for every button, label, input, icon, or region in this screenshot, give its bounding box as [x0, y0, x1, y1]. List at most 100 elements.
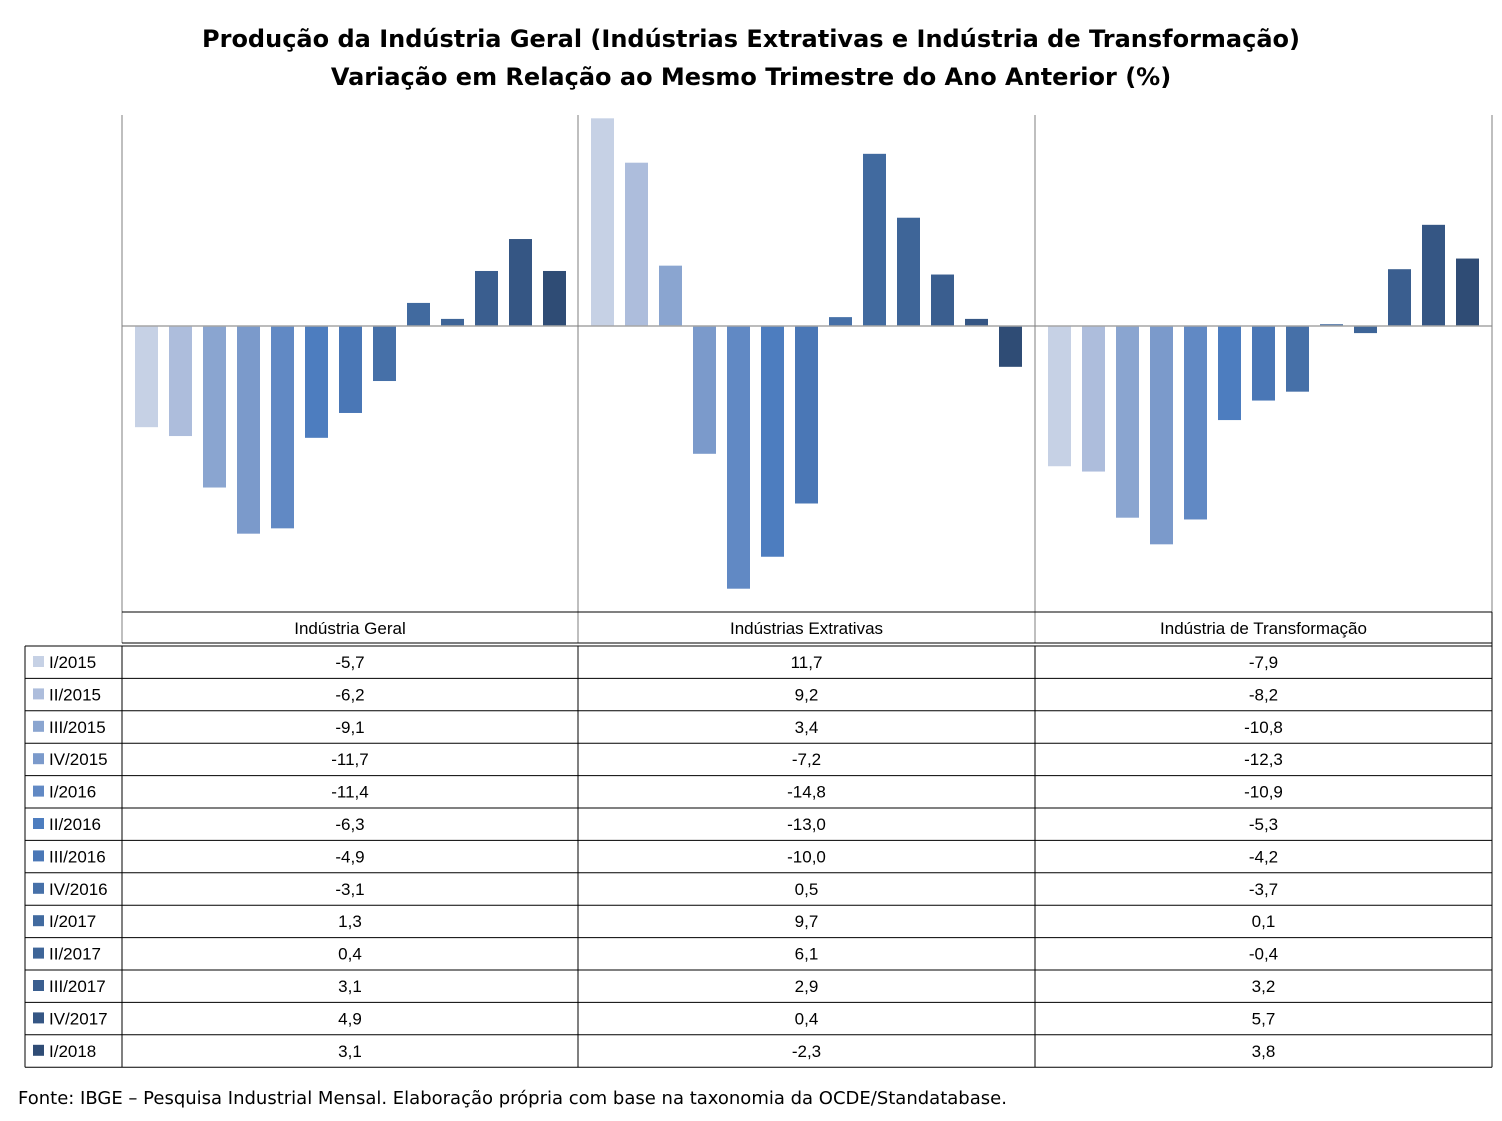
legend-key-IV-2015	[33, 753, 44, 765]
bar-II-2016-1	[761, 326, 784, 557]
row-label-III-2016: III/2016	[49, 847, 106, 866]
bar-I-2015-1	[591, 118, 614, 326]
data-label-I-2015-0: -5,7	[335, 653, 364, 672]
legend-key-I-2017	[33, 915, 44, 927]
bar-II-2015-1	[625, 162, 648, 326]
data-label-I-2018-2: 3,8	[1252, 1042, 1276, 1061]
bar-III-2016-1	[795, 326, 818, 504]
data-label-II-2017-1: 6,1	[795, 945, 819, 964]
bar-I-2015-0	[135, 326, 158, 428]
bar-I-2017-2	[1320, 324, 1343, 326]
bar-II-2016-0	[305, 326, 328, 438]
bar-III-2017-1	[931, 274, 954, 326]
row-label-III-2017: III/2017	[49, 977, 106, 996]
chart-title-block: Produção da Indústria Geral (Indústrias …	[0, 20, 1502, 96]
data-label-III-2016-1: -10,0	[787, 847, 826, 866]
data-label-IV-2017-0: 4,9	[338, 1009, 362, 1028]
legend-key-IV-2016	[33, 882, 44, 894]
data-label-I-2017-2: 0,1	[1252, 912, 1276, 931]
row-label-I-2018: I/2018	[49, 1042, 96, 1061]
data-label-III-2016-0: -4,9	[335, 847, 364, 866]
data-label-III-2017-2: 3,2	[1252, 977, 1276, 996]
row-label-III-2015: III/2015	[49, 718, 106, 737]
bar-II-2015-0	[169, 326, 192, 437]
bar-II-2015-2	[1082, 326, 1105, 472]
bar-I-2016-0	[271, 326, 294, 529]
bar-II-2017-0	[441, 318, 464, 326]
bar-I-2016-2	[1184, 326, 1207, 520]
bar-IV-2017-1	[965, 318, 988, 326]
row-label-II-2015: II/2015	[49, 685, 101, 704]
row-label-IV-2015: IV/2015	[49, 750, 108, 769]
data-label-IV-2017-2: 5,7	[1252, 1009, 1276, 1028]
bar-III-2015-0	[203, 326, 226, 488]
data-label-II-2015-1: 9,2	[795, 685, 819, 704]
row-label-IV-2017: IV/2017	[49, 1009, 108, 1028]
row-label-I-2015: I/2015	[49, 653, 96, 672]
bar-IV-2016-2	[1286, 326, 1309, 392]
bar-IV-2016-1	[829, 317, 852, 326]
data-label-I-2016-0: -11,4	[331, 783, 369, 802]
bar-I-2018-2	[1456, 258, 1479, 326]
bars-layer	[135, 118, 1479, 589]
data-label-II-2016-0: -6,3	[335, 815, 364, 834]
data-label-I-2018-1: -2,3	[792, 1042, 821, 1061]
data-label-IV-2015-1: -7,2	[792, 750, 821, 769]
bar-II-2016-2	[1218, 326, 1241, 421]
data-label-II-2015-2: -8,2	[1249, 685, 1278, 704]
data-label-I-2017-1: 9,7	[795, 912, 819, 931]
data-label-I-2016-1: -14,8	[787, 783, 826, 802]
data-label-II-2017-0: 0,4	[338, 945, 362, 964]
data-label-III-2015-0: -9,1	[335, 718, 364, 737]
data-label-II-2016-2: -5,3	[1249, 815, 1278, 834]
data-label-II-2017-2: -0,4	[1249, 945, 1278, 964]
bar-I-2017-1	[863, 153, 886, 326]
legend-key-II-2017	[33, 947, 44, 959]
bar-IV-2015-2	[1150, 326, 1173, 545]
bar-IV-2015-1	[693, 326, 716, 454]
bar-I-2015-2	[1048, 326, 1071, 467]
bar-IV-2017-0	[509, 239, 532, 326]
bar-III-2015-1	[659, 265, 682, 326]
row-label-II-2016: II/2016	[49, 815, 101, 834]
legend-key-III-2015	[33, 720, 44, 732]
data-label-IV-2016-1: 0,5	[795, 880, 819, 899]
legend-key-III-2017	[33, 980, 44, 991]
chart-title: Produção da Indústria Geral (Indústrias …	[202, 25, 1300, 53]
legend-key-II-2015	[33, 688, 44, 700]
data-label-IV-2016-0: -3,1	[335, 880, 364, 899]
legend-key-I-2016	[33, 785, 44, 797]
data-label-IV-2016-2: -3,7	[1249, 880, 1278, 899]
bar-I-2017-0	[407, 302, 430, 326]
data-label-IV-2015-0: -11,7	[331, 750, 369, 769]
data-label-II-2015-0: -6,2	[335, 685, 364, 704]
data-label-III-2015-2: -10,8	[1244, 718, 1283, 737]
data-label-III-2016-2: -4,2	[1249, 847, 1278, 866]
plot-frame	[121, 115, 1493, 643]
bar-III-2015-2	[1116, 326, 1139, 518]
legend-key-III-2016	[33, 850, 44, 862]
legend-key-IV-2017	[33, 1012, 44, 1024]
bar-I-2018-1	[999, 326, 1022, 367]
legend-key-I-2018	[33, 1044, 44, 1056]
data-label-I-2016-2: -10,9	[1244, 783, 1283, 802]
data-table: Indústria Geral Indústrias Extrativas Indú…	[24, 611, 1493, 1068]
bar-I-2016-1	[727, 326, 750, 589]
data-label-III-2017-0: 3,1	[338, 977, 362, 996]
bar-III-2016-0	[339, 326, 362, 413]
chart-subtitle: Variação em Relação ao Mesmo Trimestre d…	[330, 63, 1172, 91]
data-label-III-2015-1: 3,4	[795, 718, 819, 737]
data-label-IV-2017-1: 0,4	[795, 1009, 819, 1028]
bar-IV-2016-0	[373, 326, 396, 382]
source-note: Fonte: IBGE – Pesquisa Industrial Mensal…	[18, 1088, 1007, 1109]
legend-key-II-2016	[33, 818, 44, 829]
row-label-I-2017: I/2017	[49, 912, 96, 931]
bar-IV-2015-0	[237, 326, 260, 534]
bar-III-2017-2	[1388, 269, 1411, 326]
data-label-II-2016-1: -13,0	[787, 815, 826, 834]
data-label-IV-2015-2: -12,3	[1244, 750, 1283, 769]
row-label-IV-2016: IV/2016	[49, 880, 108, 899]
bar-II-2017-1	[897, 217, 920, 326]
legend-key-I-2015	[33, 656, 44, 667]
